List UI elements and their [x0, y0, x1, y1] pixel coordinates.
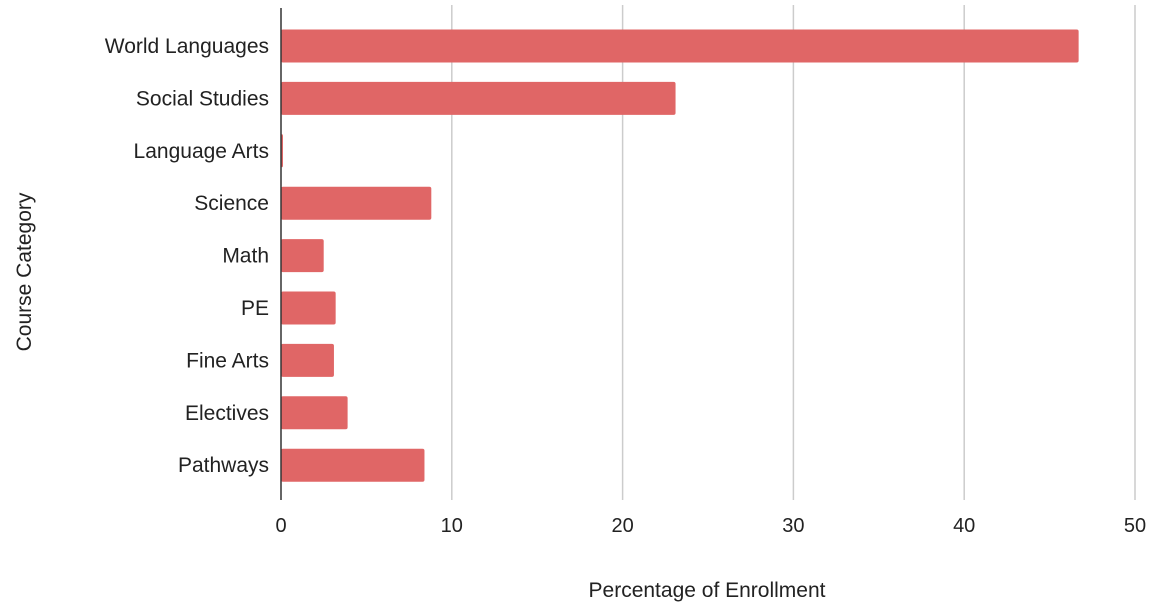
x-axis-ticks: 0 10 20 30 40 50 — [275, 515, 1146, 537]
bar-pathways — [281, 448, 425, 482]
bar-science — [281, 186, 432, 220]
bar-fine-arts — [281, 343, 334, 377]
y-axis-title: Course Category — [13, 192, 36, 351]
bar-pe — [281, 291, 336, 325]
x-tick-label-30: 30 — [782, 515, 804, 537]
bars — [281, 29, 1079, 482]
x-axis-title: Percentage of Enrollment — [589, 579, 826, 602]
category-label-fine-arts: Fine Arts — [186, 349, 269, 372]
bar-electives — [281, 396, 348, 430]
gridlines — [451, 5, 1136, 500]
x-tick-label-20: 20 — [611, 515, 633, 537]
category-label-pathways: Pathways — [178, 454, 269, 477]
category-label-math: Math — [222, 245, 269, 268]
x-tick-label-50: 50 — [1124, 515, 1146, 537]
x-tick-label-10: 10 — [441, 515, 463, 537]
x-tick-label-40: 40 — [953, 515, 975, 537]
category-label-language-arts: Language Arts — [134, 140, 269, 163]
category-label-electives: Electives — [185, 402, 269, 425]
category-label-world-languages: World Languages — [105, 35, 269, 58]
bar-math — [281, 239, 324, 273]
category-label-social-studies: Social Studies — [136, 87, 269, 110]
y-axis-categories: World Languages Social Studies Language Ar… — [105, 35, 269, 477]
category-label-pe: PE — [241, 297, 269, 320]
bar-social-studies — [281, 81, 676, 115]
x-tick-label-0: 0 — [275, 515, 286, 537]
category-label-science: Science — [194, 192, 269, 215]
bar-world-languages — [281, 29, 1079, 63]
